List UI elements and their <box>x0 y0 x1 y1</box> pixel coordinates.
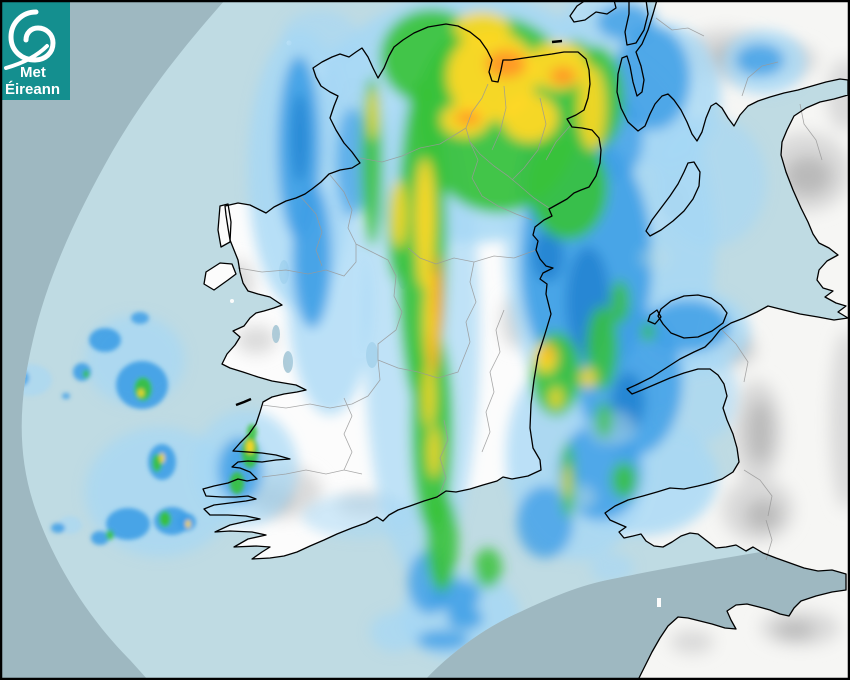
rathlin-island <box>551 39 563 44</box>
lough-mask <box>272 325 280 343</box>
aran-islands <box>235 397 252 407</box>
logo-text-line1: Met <box>20 64 46 81</box>
logo-text-line2: Éireann <box>5 81 60 98</box>
clare-island <box>230 299 234 303</box>
radar-echo-layer <box>21 0 806 660</box>
hurricane-swirl-icon <box>4 9 56 70</box>
coastline-layer <box>202 0 850 680</box>
met-eireann-logo: Met Éireann <box>2 2 70 100</box>
radar-level-intense-rain <box>431 50 576 374</box>
radar-small-cells <box>21 312 258 545</box>
county-boundaries <box>237 17 823 561</box>
lough-corrib <box>283 351 293 373</box>
lundy-island <box>657 598 661 607</box>
